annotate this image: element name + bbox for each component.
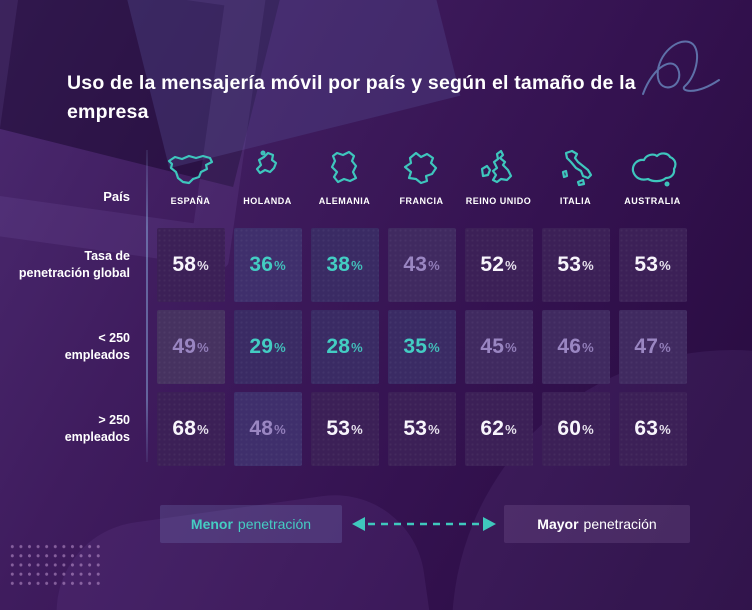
column-header-spain: ESPAÑA (152, 140, 229, 206)
legend-lower-text: penetración (237, 516, 312, 532)
country-label: AUSTRALIA (624, 196, 681, 206)
netherlands-map-icon (255, 150, 277, 175)
france-map-icon (403, 151, 437, 185)
legend-lower-penetration: Menor penetración (160, 505, 342, 543)
penetration-table: País ESPAÑA HOLANDA ALEMANIA (0, 140, 752, 474)
australia-map-icon (631, 152, 676, 187)
country-label: HOLANDA (243, 196, 292, 206)
row-label: > 250 empleados (64, 412, 130, 445)
value-cell: 46% (541, 310, 610, 384)
dot-grid-decoration (8, 542, 103, 589)
value-cell: 52% (464, 228, 533, 302)
country-label: ESPAÑA (170, 196, 211, 206)
double-arrow-icon (352, 517, 496, 531)
value-cell: 49% (156, 310, 225, 384)
legend-higher-text: penetración (583, 516, 657, 532)
value-cell: 48% (233, 392, 302, 466)
country-label: FRANCIA (399, 196, 444, 206)
column-header-australia: AUSTRALIA (614, 140, 691, 206)
value-cell: 47% (618, 310, 687, 384)
column-header-germany: ALEMANIA (306, 140, 383, 206)
country-header-label-cell: País (0, 140, 152, 206)
table-row-large-companies: > 250 empleados 68% 48% 53% 53% 62% 60% … (0, 392, 752, 466)
country-label: ITALIA (559, 196, 592, 206)
legend-higher-penetration: Mayor penetración (504, 505, 690, 543)
value-cell: 35% (387, 310, 456, 384)
value-cell: 45% (464, 310, 533, 384)
value-cell: 58% (156, 228, 225, 302)
country-label: ALEMANIA (318, 196, 371, 206)
row-label: Tasa de penetración global (18, 248, 130, 281)
pais-label: País (103, 189, 130, 204)
uk-map-icon (480, 149, 512, 184)
table-body: Tasa de penetración global 58% 36% 38% 4… (0, 228, 752, 466)
value-cell: 53% (541, 228, 610, 302)
column-header-france: FRANCIA (383, 140, 460, 206)
country-label: REINO UNIDO (465, 196, 532, 206)
value-cell: 60% (541, 392, 610, 466)
column-header-netherlands: HOLANDA (229, 140, 306, 206)
italy-map-icon (561, 149, 592, 187)
legend-lower-bold: Menor (190, 516, 233, 532)
column-header-uk: REINO UNIDO (460, 140, 537, 206)
value-cell: 68% (156, 392, 225, 466)
value-cell: 43% (387, 228, 456, 302)
value-cell: 63% (618, 392, 687, 466)
spain-map-icon (167, 154, 213, 185)
table-header-row: País ESPAÑA HOLANDA ALEMANIA (0, 140, 752, 206)
value-cell: 53% (387, 392, 456, 466)
table-row-global: Tasa de penetración global 58% 36% 38% 4… (0, 228, 752, 302)
table-divider (146, 150, 148, 462)
table-row-small-companies: < 250 empleados 49% 29% 28% 35% 45% 46% … (0, 310, 752, 384)
background-shape-rounded (45, 483, 449, 610)
value-cell: 28% (310, 310, 379, 384)
value-cell: 36% (233, 228, 302, 302)
germany-map-icon (330, 150, 357, 184)
value-cell: 53% (310, 392, 379, 466)
column-header-italy: ITALIA (537, 140, 614, 206)
page-title: Uso de la mensajería móvil por país y se… (67, 72, 636, 124)
legend-higher-bold: Mayor (537, 516, 579, 532)
value-cell: 62% (464, 392, 533, 466)
value-cell: 38% (310, 228, 379, 302)
row-label: < 250 empleados (64, 330, 130, 363)
value-cell: 53% (618, 228, 687, 302)
value-cell: 29% (233, 310, 302, 384)
